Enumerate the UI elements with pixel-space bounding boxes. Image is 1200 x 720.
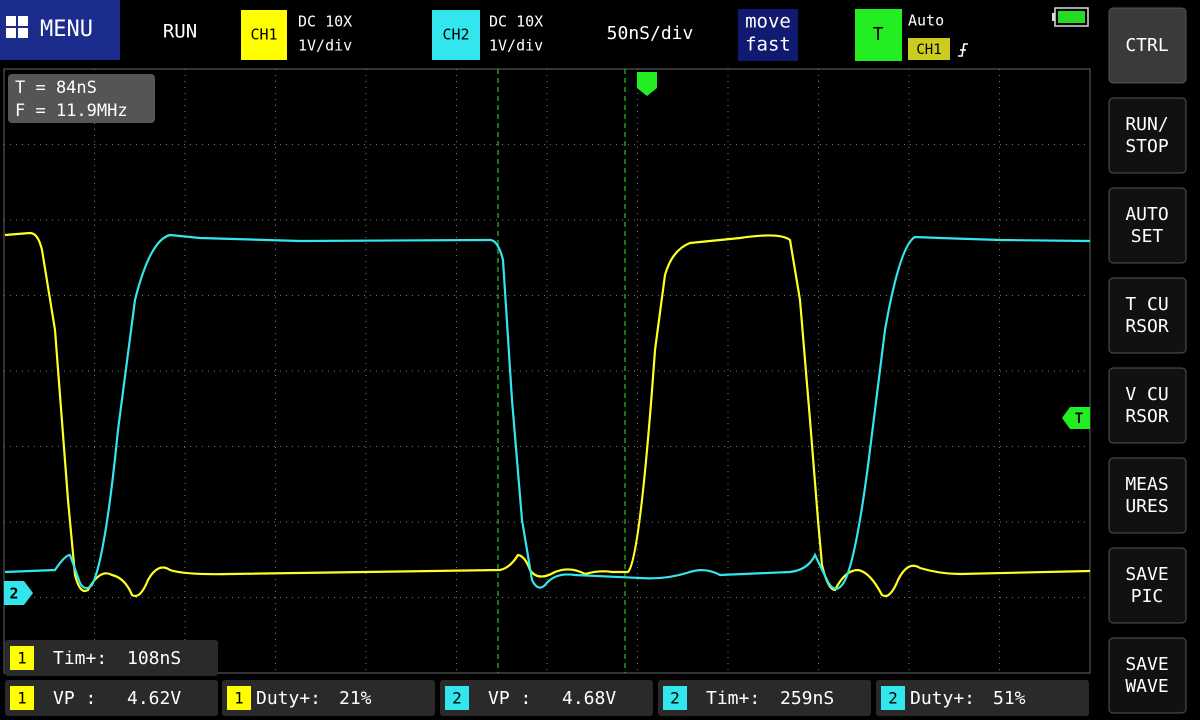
cursor-time: T = 84nS xyxy=(15,78,97,98)
side-button-label: WAVE xyxy=(1125,676,1168,697)
trigger-badge[interactable] xyxy=(855,9,902,61)
channel-number: 2 xyxy=(452,689,462,708)
ch1-scale: 1V/div xyxy=(298,37,352,55)
channel-number: 2 xyxy=(888,689,898,708)
measurement-label: Duty+: xyxy=(910,688,975,709)
channel-number: 1 xyxy=(17,689,27,708)
side-button-label: URES xyxy=(1125,496,1168,517)
measurement-label: VP : xyxy=(53,688,96,709)
cursor-frequency: F = 11.9MHz xyxy=(15,101,128,121)
side-button-label: STOP xyxy=(1125,136,1169,157)
channel-badge xyxy=(663,686,687,710)
channel-number: 1 xyxy=(17,649,27,668)
menu-icon xyxy=(6,16,28,38)
ch2-ground-marker[interactable] xyxy=(4,581,33,605)
ch2-waveform xyxy=(4,233,1091,590)
channel-badge xyxy=(881,686,905,710)
side-button-label: SAVE xyxy=(1125,564,1168,585)
measurement-box[interactable] xyxy=(222,680,435,716)
measurement-box[interactable] xyxy=(876,680,1089,716)
side-button[interactable] xyxy=(1108,547,1187,624)
trigger-source-badge xyxy=(908,38,950,60)
ch2-coupling: DC 10X xyxy=(489,13,543,31)
trigger-mode: Auto xyxy=(908,12,944,30)
trigger-label: T xyxy=(873,24,884,45)
side-button-label: RSOR xyxy=(1125,316,1169,337)
measurement-label: Tim+: xyxy=(706,688,760,709)
channel-number: 2 xyxy=(670,689,680,708)
trigger-level-marker[interactable] xyxy=(1062,407,1090,429)
channel-badge xyxy=(445,686,469,710)
battery-tip xyxy=(1052,13,1055,21)
measurement-value: 51% xyxy=(993,688,1026,709)
ch2-badge[interactable] xyxy=(432,10,480,60)
move-mode-line: move xyxy=(745,11,791,33)
cursor-readout-box xyxy=(8,74,155,123)
side-button[interactable] xyxy=(1108,97,1187,174)
measurement-value: 259nS xyxy=(780,688,834,709)
side-button[interactable] xyxy=(1108,367,1187,444)
measurement-box[interactable] xyxy=(440,680,653,716)
side-button[interactable] xyxy=(1108,457,1187,534)
channel-number: 1 xyxy=(234,689,244,708)
side-button-label: SAVE xyxy=(1125,654,1168,675)
measurement-value: 4.68V xyxy=(562,688,616,709)
ch1-badge[interactable] xyxy=(241,10,287,60)
side-button[interactable] xyxy=(1108,637,1187,714)
side-button-label: SET xyxy=(1131,226,1164,247)
side-button-label: RUN/ xyxy=(1125,114,1168,135)
ch1-label: CH1 xyxy=(250,26,277,44)
ch1-coupling: DC 10X xyxy=(298,13,352,31)
side-button-label: T CU xyxy=(1125,294,1168,315)
measurement-box[interactable] xyxy=(5,640,218,676)
timebase[interactable]: 50nS/div xyxy=(607,23,694,44)
measurement-value: 108nS xyxy=(127,648,181,669)
move-mode-line: fast xyxy=(745,34,791,56)
side-button-label: PIC xyxy=(1131,586,1164,607)
menu-label: MENU xyxy=(40,17,93,42)
move-mode-box[interactable] xyxy=(738,9,798,61)
ch1-waveform xyxy=(4,231,1091,598)
trigger-position-marker[interactable] xyxy=(637,72,657,96)
measurement-label: VP : xyxy=(488,688,531,709)
side-button[interactable] xyxy=(1108,277,1187,354)
side-button-label: AUTO xyxy=(1125,204,1168,225)
side-button-label: RSOR xyxy=(1125,406,1169,427)
ch2-label: CH2 xyxy=(442,26,469,44)
channel-badge xyxy=(227,686,251,710)
channel-badge xyxy=(10,686,34,710)
measurement-label: Duty+: xyxy=(256,688,321,709)
measurements: 1 Tim+: 108nS 1 VP : 4.62V 1 Duty+: 21% 2 VP : 4.68… xyxy=(5,640,1089,716)
side-button-label: V CU xyxy=(1125,384,1168,405)
ch2-ground-label: 2 xyxy=(9,585,18,603)
grid xyxy=(4,69,1090,673)
battery-level xyxy=(1058,11,1085,23)
rising-edge-icon xyxy=(958,43,968,57)
measurement-value: 21% xyxy=(339,688,372,709)
measurement-box[interactable] xyxy=(658,680,871,716)
side-button[interactable] xyxy=(1108,7,1187,84)
trigger-source: CH1 xyxy=(916,42,941,58)
side-button[interactable] xyxy=(1108,187,1187,264)
channel-badge xyxy=(10,646,34,670)
ch2-scale: 1V/div xyxy=(489,37,543,55)
side-button-label: CTRL xyxy=(1125,35,1169,56)
run-state[interactable]: RUN xyxy=(163,21,197,43)
measurement-value: 4.62V xyxy=(127,688,181,709)
trigger-level-label: T xyxy=(1075,411,1083,427)
measurement-box[interactable] xyxy=(5,680,218,716)
side-button-label: MEAS xyxy=(1125,474,1168,495)
measurement-label: Tim+: xyxy=(53,648,107,669)
